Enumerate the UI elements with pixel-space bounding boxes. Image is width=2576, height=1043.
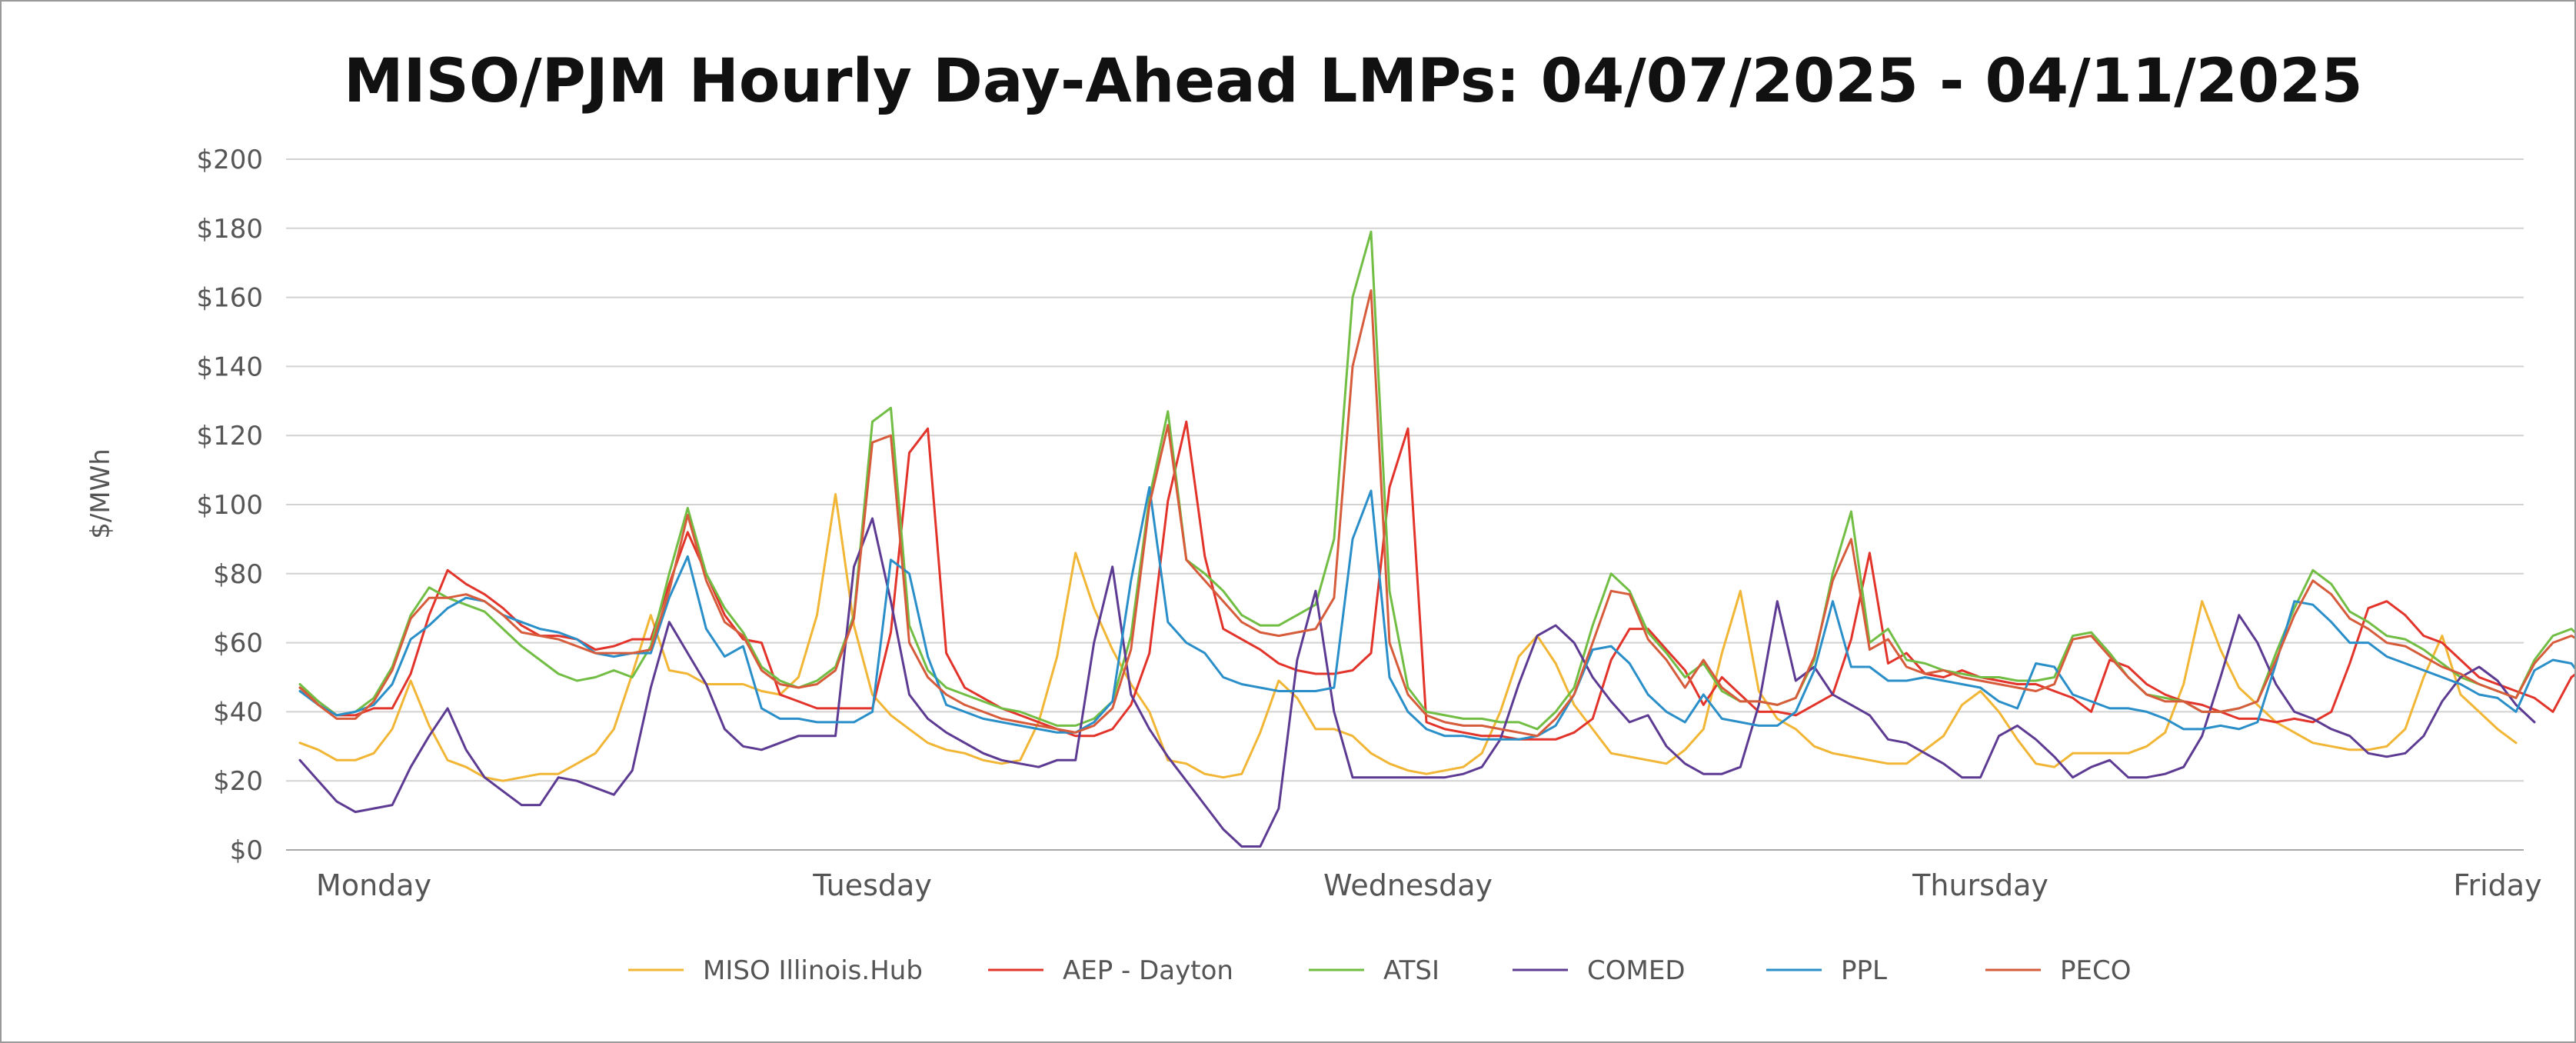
legend: MISO Illinois.Hub AEP - Dayton ATSI COMED PP… — [628, 955, 2132, 986]
y-tick-label: $100 — [196, 490, 263, 521]
y-tick-label: $180 — [196, 214, 263, 245]
series-line-aep-dayton — [298, 420, 2574, 741]
y-tick-label: $20 — [213, 766, 263, 797]
legend-label: PPL — [1841, 955, 1887, 986]
y-tick-label: $200 — [196, 145, 263, 175]
gridlines — [286, 158, 2524, 851]
legend-item: AEP - Dayton — [988, 955, 1233, 986]
y-axis-ticks: $0 $20 $40 $60 $80 $100 $120 $140 $160 $180 $200 — [196, 145, 263, 866]
series-line-atsi — [298, 230, 2574, 731]
series-line-ppl — [298, 486, 2574, 741]
y-tick-label: $80 — [213, 559, 263, 590]
legend-item: PPL — [1766, 955, 1887, 986]
y-tick-label: $60 — [213, 628, 263, 659]
legend-label: PECO — [2060, 955, 2132, 986]
legend-item: ATSI — [1309, 955, 1439, 986]
x-day-label: Wednesday — [1323, 868, 1493, 902]
series-line-miso-illinois-hub — [298, 493, 2518, 782]
legend-item: MISO Illinois.Hub — [628, 955, 923, 986]
y-tick-label: $140 — [196, 352, 263, 382]
legend-label: MISO Illinois.Hub — [703, 955, 923, 986]
series-lines — [298, 230, 2574, 848]
chart-title: MISO/PJM Hourly Day-Ahead LMPs: 04/07/20… — [344, 47, 2363, 116]
legend-item: PECO — [1985, 955, 2132, 986]
x-day-label: Friday — [2453, 868, 2541, 902]
y-tick-label: $120 — [196, 421, 263, 452]
y-tick-label: $0 — [230, 835, 263, 866]
legend-label: ATSI — [1383, 955, 1439, 986]
y-tick-label: $40 — [213, 697, 263, 728]
x-day-label: Monday — [316, 868, 431, 902]
legend-label: AEP - Dayton — [1063, 955, 1233, 986]
y-axis-label: $/MWh — [85, 448, 116, 539]
series-line-comed — [298, 517, 2536, 848]
series-line-peco — [298, 289, 2574, 738]
legend-item: COMED — [1513, 955, 1686, 986]
x-day-label: Tuesday — [812, 868, 932, 902]
y-tick-label: $160 — [196, 283, 263, 314]
x-axis-day-labels: Monday Tuesday Wednesday Thursday Friday — [316, 868, 2542, 902]
x-day-label: Thursday — [1912, 868, 2048, 902]
legend-label: COMED — [1587, 955, 1686, 986]
